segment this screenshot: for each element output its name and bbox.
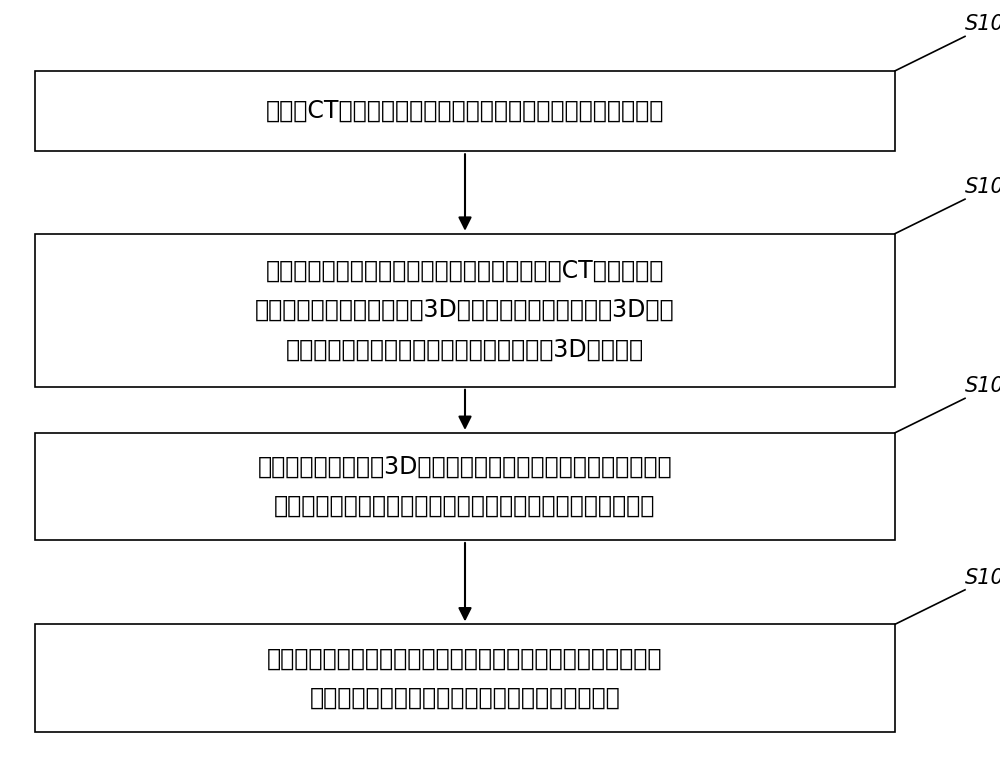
Text: 获取所述候选肺结节3D图像数据所对应的三个平面的样本数据，
并将所述三个平面的样本数据进行缩放处理后形成一个训练集: 获取所述候选肺结节3D图像数据所对应的三个平面的样本数据， 并将所述三个平面的样… — [258, 455, 672, 518]
Bar — [35, 624, 895, 732]
Text: S101: S101 — [965, 14, 1000, 34]
Bar — [35, 234, 895, 387]
Text: S104: S104 — [965, 568, 1000, 588]
Text: S102: S102 — [965, 177, 1000, 197]
Text: 从肺部CT图像数据中获取候选肺结节的坐标位置与最大半径值: 从肺部CT图像数据中获取候选肺结节的坐标位置与最大半径值 — [266, 99, 664, 123]
Text: 基于所述训练集对卷积神经网络进行训练，并通过训练得到的卷
积神经网络模型对所述候选肺结节进行假阳性筛选: 基于所述训练集对卷积神经网络进行训练，并通过训练得到的卷 积神经网络模型对所述候… — [267, 647, 663, 709]
Text: 根据所述坐标位置和所述最大半径值从所述肺部CT图像数据中
提取所述候选肺结节的原始3D图像数据，并对所述原始3D图像
数据进行插值处理，得到最终的候选肺结节3D: 根据所述坐标位置和所述最大半径值从所述肺部CT图像数据中 提取所述候选肺结节的原… — [255, 259, 675, 362]
Bar — [35, 433, 895, 540]
Text: S103: S103 — [965, 376, 1000, 396]
Bar — [35, 71, 895, 151]
